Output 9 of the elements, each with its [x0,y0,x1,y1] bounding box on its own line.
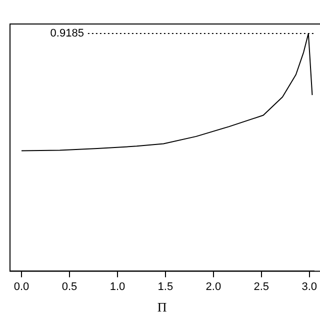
x-tick-label: 0.5 [62,280,78,293]
x-tick-label: 3.0 [302,280,318,293]
x-tick-label: 2.5 [254,280,270,293]
x-tick-label: 1.5 [158,280,174,293]
x-tick-label: 1.0 [110,280,126,293]
x-tick-label: 2.0 [206,280,222,293]
x-axis-title: Π [157,300,167,315]
x-tick-label: 0.0 [14,280,30,293]
annotation: 0.9185 [50,28,84,40]
